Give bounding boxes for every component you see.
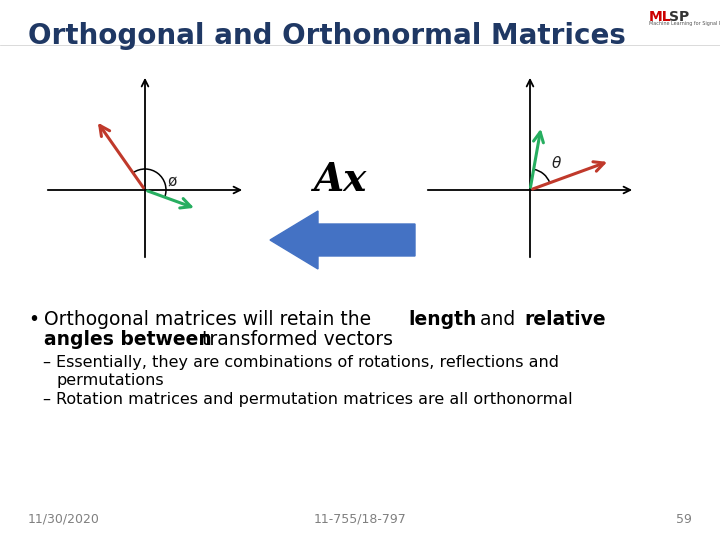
Text: angles between: angles between [44, 330, 212, 349]
Text: transformed vectors: transformed vectors [197, 330, 393, 349]
Text: –: – [42, 392, 50, 407]
Text: ML: ML [649, 10, 672, 24]
Text: SP: SP [669, 10, 689, 24]
Text: Rotation matrices and permutation matrices are all orthonormal: Rotation matrices and permutation matric… [56, 392, 572, 407]
Text: Orthogonal and Orthonormal Matrices: Orthogonal and Orthonormal Matrices [28, 22, 626, 50]
Text: Orthogonal matrices will retain the: Orthogonal matrices will retain the [44, 310, 377, 329]
Text: relative: relative [524, 310, 606, 329]
Text: 11-755/18-797: 11-755/18-797 [314, 513, 406, 526]
Text: 11/30/2020: 11/30/2020 [28, 513, 100, 526]
Text: Ax: Ax [313, 161, 366, 199]
Text: Machine Learning for Signal Processing: Machine Learning for Signal Processing [649, 21, 720, 26]
Text: –: – [42, 355, 50, 370]
Text: length: length [408, 310, 477, 329]
Text: Essentially, they are combinations of rotations, reflections and: Essentially, they are combinations of ro… [56, 355, 559, 370]
Text: 59: 59 [676, 513, 692, 526]
FancyArrow shape [270, 211, 415, 269]
Text: •: • [28, 310, 39, 329]
Text: ø: ø [167, 174, 176, 190]
Text: permutations: permutations [56, 373, 163, 388]
Text: θ: θ [552, 157, 562, 172]
Text: and: and [474, 310, 521, 329]
